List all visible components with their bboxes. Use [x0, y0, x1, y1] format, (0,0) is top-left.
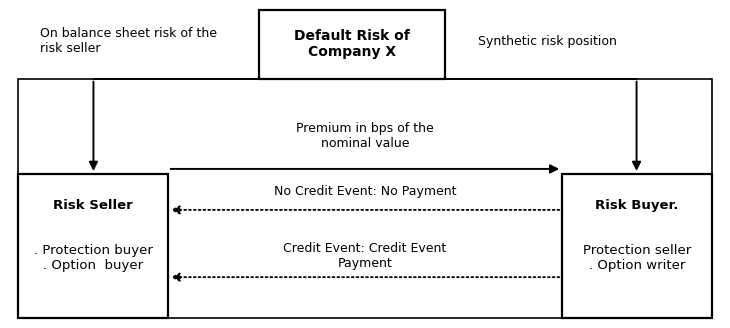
FancyBboxPatch shape: [259, 10, 445, 79]
Text: No Credit Event: No Payment: No Credit Event: No Payment: [274, 185, 456, 198]
Text: Premium in bps of the
nominal value: Premium in bps of the nominal value: [296, 122, 434, 150]
Text: Protection seller
. Option writer: Protection seller . Option writer: [583, 244, 691, 272]
Text: Risk Seller: Risk Seller: [53, 199, 133, 212]
Text: Credit Event: Credit Event
Payment: Credit Event: Credit Event Payment: [283, 242, 447, 270]
Text: On balance sheet risk of the
risk seller: On balance sheet risk of the risk seller: [40, 27, 217, 55]
Text: Synthetic risk position: Synthetic risk position: [478, 34, 617, 48]
Text: . Protection buyer
. Option  buyer: . Protection buyer . Option buyer: [34, 244, 153, 272]
FancyBboxPatch shape: [562, 174, 712, 318]
FancyBboxPatch shape: [18, 79, 712, 318]
FancyBboxPatch shape: [18, 174, 168, 318]
Text: Default Risk of
Company X: Default Risk of Company X: [294, 29, 410, 59]
Text: Risk Buyer.: Risk Buyer.: [595, 199, 679, 212]
